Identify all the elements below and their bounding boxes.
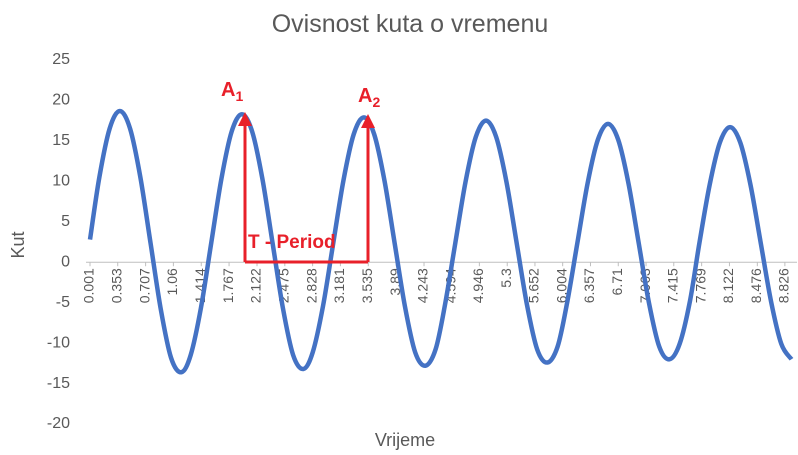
x-tick-label: 1.06	[164, 268, 180, 295]
x-tick-label: 6.71	[609, 268, 625, 295]
annotation-subscript: 2	[372, 94, 380, 110]
y-tick-label: 15	[52, 132, 70, 149]
x-tick-label: 8.476	[748, 268, 764, 303]
x-tick-label: 3.181	[331, 268, 347, 303]
annotation-arrows	[238, 112, 375, 264]
x-tick-label: 6.004	[553, 268, 569, 303]
arrow-head	[238, 112, 252, 126]
annotation-subscript: 1	[235, 88, 243, 104]
x-tick-label: 5.652	[526, 268, 542, 303]
x-tick-label: 6.357	[581, 268, 597, 303]
x-tick-label: 7.769	[692, 268, 708, 303]
annotation-text: A	[358, 85, 372, 107]
y-tick-label: 25	[52, 51, 70, 68]
x-tick-label: 1.767	[220, 268, 236, 303]
y-tick-label: -15	[47, 375, 70, 392]
x-tick-label: 5.3	[498, 268, 514, 288]
annotation: A2	[358, 85, 380, 110]
x-tick-label: 2.122	[248, 268, 264, 303]
x-tick-label: 7.415	[664, 268, 680, 303]
x-tick-label: 0.001	[81, 268, 97, 303]
arrow-head	[361, 114, 375, 128]
x-tick-label: 3.535	[359, 268, 375, 303]
x-tick-label: 8.122	[720, 268, 736, 303]
x-tick-label: 8.826	[776, 268, 792, 303]
y-tick-label: -10	[47, 334, 70, 351]
plot: -20 -15 -10 -5 0 5 10 15 20 25 0.001 0.353 0.707 1.06…	[47, 51, 797, 432]
y-tick-label: 5	[61, 213, 70, 230]
x-tick-label: 4.243	[415, 268, 431, 303]
chart-title: Ovisnost kuta o vremenu	[272, 10, 549, 38]
x-axis-label: Vrijeme	[375, 430, 435, 450]
x-tick-label: 4.946	[470, 268, 486, 303]
y-tick-label: 10	[52, 173, 70, 190]
y-tick-label: -20	[47, 415, 70, 432]
x-tick-label: 0.707	[136, 268, 152, 303]
y-tick-label: 0	[61, 253, 70, 270]
y-axis-label: Kut	[8, 231, 28, 258]
x-tick-label: 2.828	[303, 268, 319, 303]
x-tick-label: 0.353	[108, 268, 124, 303]
y-tick-label: 20	[52, 92, 70, 109]
annotation: A1	[221, 79, 243, 104]
annotation-text: A	[221, 79, 235, 101]
annotation: T - Period	[248, 232, 336, 253]
data-line	[87, 108, 794, 375]
y-tick-label: -5	[56, 294, 70, 311]
